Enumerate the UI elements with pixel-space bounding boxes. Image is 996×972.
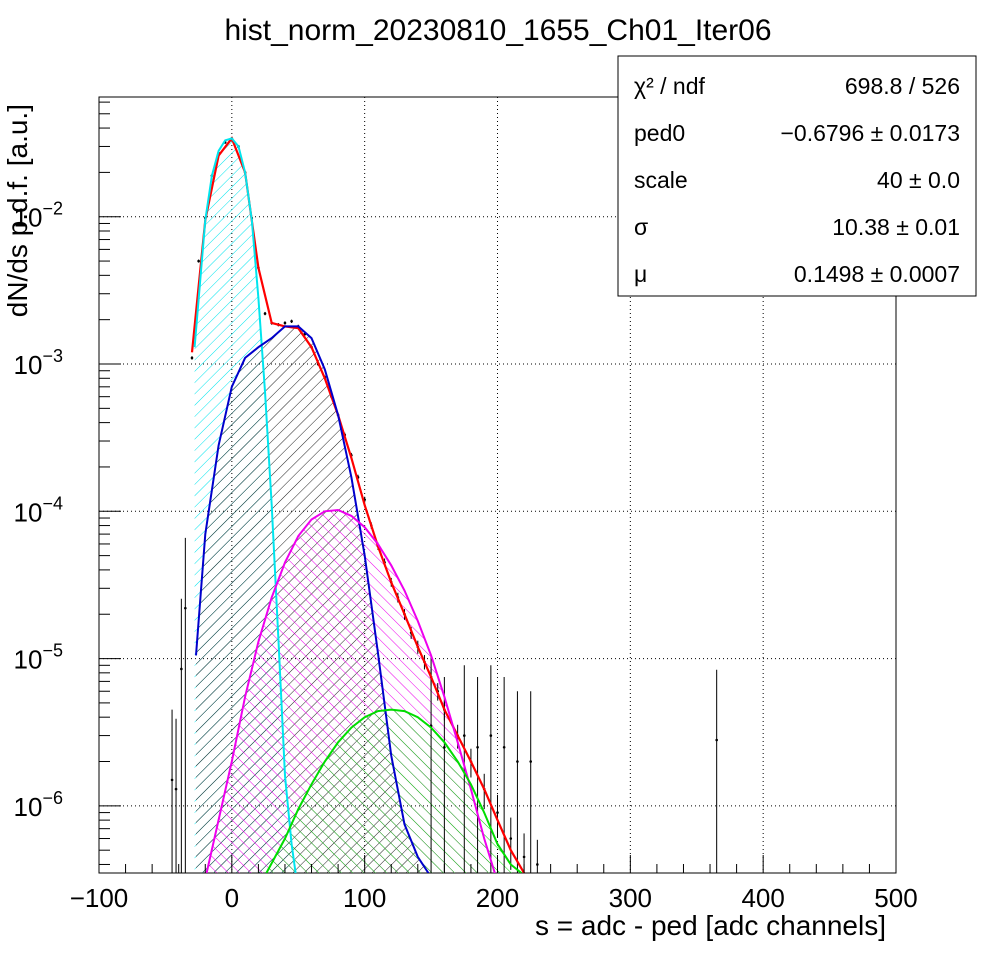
y-tick-label: 10−3: [14, 346, 63, 380]
axes: −100 0 100 200 300 400 500 10−2 10−3 10−4 10−5 10−6: [14, 101, 918, 913]
x-tick-label: 200: [476, 883, 519, 913]
component-fills: [194, 138, 522, 873]
outlier-point: [476, 745, 479, 749]
stats-row-label: μ: [634, 261, 647, 287]
stats-row-label: ped0: [634, 120, 685, 146]
stats-row-value: 698.8 / 526: [845, 73, 960, 99]
outlier-point: [462, 734, 466, 737]
stats-box: χ² / ndf 698.8 / 526 ped0 −0.6796 ± 0.0173 s…: [617, 55, 977, 297]
y-tick-label: 10−4: [14, 493, 63, 527]
x-tick-label: 0: [225, 883, 239, 913]
data-point: [290, 319, 293, 323]
stats-row-label: χ² / ndf: [634, 73, 705, 99]
y-axis-label: dN/ds p.d.f. [a.u.]: [2, 104, 33, 318]
x-tick-label: 100: [343, 883, 386, 913]
outlier-point: [174, 787, 178, 791]
outlier-point: [529, 760, 533, 763]
outlier-point: [489, 734, 493, 737]
3-p-e-component-fill: [266, 709, 522, 873]
x-tick-label: 500: [874, 883, 917, 913]
stats-row-value: −0.6796 ± 0.0173: [780, 120, 960, 146]
y-tick-label: 10−6: [14, 788, 63, 822]
stats-row-label: scale: [634, 167, 688, 193]
x-axis-label: s = adc - ped [adc channels]: [535, 910, 886, 941]
data-point: [263, 312, 267, 315]
x-tick-label: −100: [70, 883, 129, 913]
data-point: [190, 356, 194, 360]
stats-row-value: 10.38 ± 0.01: [832, 214, 960, 240]
chart-title: hist_norm_20230810_1655_Ch01_Iter06: [224, 14, 772, 47]
y-tick-label: 10−5: [14, 641, 63, 675]
outlier-point: [170, 778, 174, 782]
outlier-point: [180, 667, 183, 671]
fit-curves: [190, 136, 526, 873]
outlier-point: [516, 760, 519, 763]
outlier-point: [502, 745, 506, 749]
pedestal-component-curve: [193, 137, 297, 873]
2-p-e-component-curve: [205, 508, 496, 873]
data-point: [197, 259, 200, 263]
outlier-point: [184, 606, 187, 610]
outlier-point: [443, 745, 446, 749]
stats-box-frame: [617, 55, 977, 297]
x-tick-label: 400: [741, 883, 784, 913]
data-point: [509, 837, 513, 840]
data-point: [283, 321, 287, 325]
outlier-point: [715, 738, 718, 742]
1-p-e-component-curve: [195, 325, 430, 873]
y-tick-label: 10−2: [14, 199, 63, 233]
x-tick-label: 300: [609, 883, 652, 913]
stats-row-label: σ: [634, 214, 648, 240]
3-p-e-component-curve: [265, 708, 523, 873]
data-point: [522, 855, 526, 859]
stats-row-value: 0.1498 ± 0.0007: [794, 261, 960, 287]
data-point: [536, 863, 539, 866]
stats-row-value: 40 ± 0.0: [877, 167, 960, 193]
data-point: [496, 811, 499, 814]
